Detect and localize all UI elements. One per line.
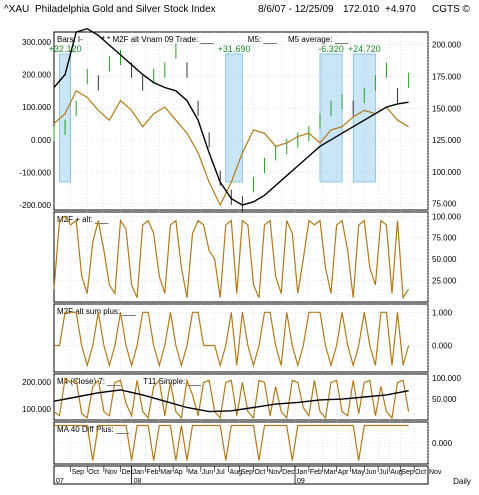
month-label: Jul <box>216 469 225 476</box>
tick-label-left: 100.000 <box>22 405 51 414</box>
tick-label-right: 75.000 <box>432 234 457 243</box>
trade-box <box>352 53 376 183</box>
panel-ma40: 0.000 MA 40 Diff Plus: ___ <box>53 421 453 465</box>
chart-header: ^XAU Philadelphia Gold and Silver Stock … <box>4 4 471 15</box>
month-label: Feb <box>310 469 322 476</box>
panel-m4: 100.000 50.000 200.000 100.000 M4 (Close) 7:… <box>22 373 461 421</box>
trade-box <box>225 53 243 183</box>
tick-label-right: 75.000 <box>432 200 457 209</box>
month-label: Nov <box>268 469 281 476</box>
trade-box <box>319 53 343 183</box>
tick-label-right: 175.000 <box>432 73 461 82</box>
tick-label-left: 0.000 <box>31 136 52 145</box>
series-line-m5-average <box>53 27 409 206</box>
index-name: Philadelphia Gold and Silver Stock Index <box>35 4 216 15</box>
month-label: Apr <box>338 469 350 476</box>
symbol-label: ^XAU <box>4 4 29 15</box>
last-price: 172.010 <box>343 4 380 15</box>
panel-frame <box>53 211 429 303</box>
month-label: Oct <box>254 469 265 476</box>
series-line-m5 <box>53 89 409 207</box>
tick-label-left: 300.000 <box>22 38 51 47</box>
month-label: Jun <box>202 469 213 476</box>
month-label: Dec <box>282 469 295 476</box>
month-label: Sep <box>72 469 85 476</box>
series-line-t11-simple <box>53 389 409 413</box>
legend-entry: M2F + alt: ___ <box>57 215 109 224</box>
panel-main: 200.000 175.000 150.000 125.000 100.000 75.00… <box>19 27 461 212</box>
month-label: Ma <box>188 469 198 476</box>
tick-label-right: 100.000 <box>432 374 461 383</box>
legend-entry: M2F alt sum plus: ___ <box>57 307 136 316</box>
tick-label-right: 150.000 <box>432 104 461 113</box>
copyright-label: CGTS © <box>432 4 471 15</box>
month-label: Mar <box>160 469 173 476</box>
tick-label-right: 200.000 <box>432 41 461 50</box>
tick-label-right: 0.000 <box>432 341 453 350</box>
month-label: Feb <box>146 469 158 476</box>
legend-entry: M5: ___ <box>248 35 277 44</box>
trade-label: +31.690 <box>218 44 251 54</box>
tick-label-right: 1.000 <box>432 308 453 317</box>
month-label: Ap <box>174 469 183 476</box>
legend-entry: Bars: I- <box>57 35 83 44</box>
month-label: Jan <box>133 469 144 476</box>
month-label: Mar <box>324 469 337 476</box>
month-label: Sep <box>401 469 414 476</box>
series-line-m2f-alt-sum-plus <box>54 311 410 368</box>
tick-label-left: 200.000 <box>22 378 51 387</box>
legend-entry: * * M2F alt Vnam 09 Trade: ___ <box>102 35 215 44</box>
interval-label: Daily <box>453 477 471 486</box>
month-label: Nov <box>105 469 118 476</box>
legend-entry: T11 Simple: ___ <box>143 377 201 386</box>
year-label: 07 <box>56 478 64 485</box>
month-label: Aug <box>390 469 403 476</box>
legend-entry: M5 average: ___ <box>288 35 349 44</box>
tick-label-right: 50.000 <box>432 255 457 264</box>
month-label: Sep <box>241 469 254 476</box>
tick-label-left: -100.000 <box>19 168 51 177</box>
tick-label-right: 50.000 <box>432 395 457 404</box>
month-label: Jun <box>365 469 376 476</box>
tick-label-right: 125.000 <box>432 136 461 145</box>
tick-label-right: 25.000 <box>432 277 457 286</box>
panel-m2f_alt_sum: 1.000 0.000 M2F alt sum plus: ___ <box>53 303 453 373</box>
year-label: 09 <box>297 478 305 485</box>
month-label: May <box>351 469 365 476</box>
month-label: Jul <box>379 469 388 476</box>
trade-label: -6.320 <box>318 44 344 54</box>
series-line-m2f-alt <box>53 215 410 300</box>
tick-label-left: -200.000 <box>19 201 51 210</box>
series-line-m4-close-7 <box>53 377 410 420</box>
tick-label-right: 100.000 <box>432 212 461 221</box>
month-label: Nov <box>429 469 442 476</box>
legend-entry: M4 (Close) 7: ___ <box>57 377 121 386</box>
month-label: Oct <box>415 469 426 476</box>
month-label: Aug <box>230 469 243 476</box>
month-label: Jan <box>296 469 307 476</box>
tick-label-right: 0.000 <box>432 439 453 448</box>
month-label: Dec <box>121 469 134 476</box>
trade-label: +24.720 <box>348 44 381 54</box>
trade-label: +32.120 <box>49 44 82 54</box>
legend-entry: MA 40 Diff Plus: ___ <box>57 425 130 434</box>
tick-label-left: 100.000 <box>22 103 51 112</box>
series-bars <box>53 43 410 212</box>
series-line-ma-40-diff-plus <box>54 424 409 461</box>
price-change: +4.970 <box>385 4 416 15</box>
date-range: 8/6/07 - 12/25/09 <box>258 4 334 15</box>
year-label: 08 <box>134 478 142 485</box>
tick-label-right: 100.000 <box>432 168 461 177</box>
panel-m2f_alt: 100.000 75.000 50.000 25.000 M2F + alt: ___ <box>53 211 461 303</box>
month-label: Oct <box>88 469 99 476</box>
tick-label-left: 200.000 <box>22 70 51 79</box>
